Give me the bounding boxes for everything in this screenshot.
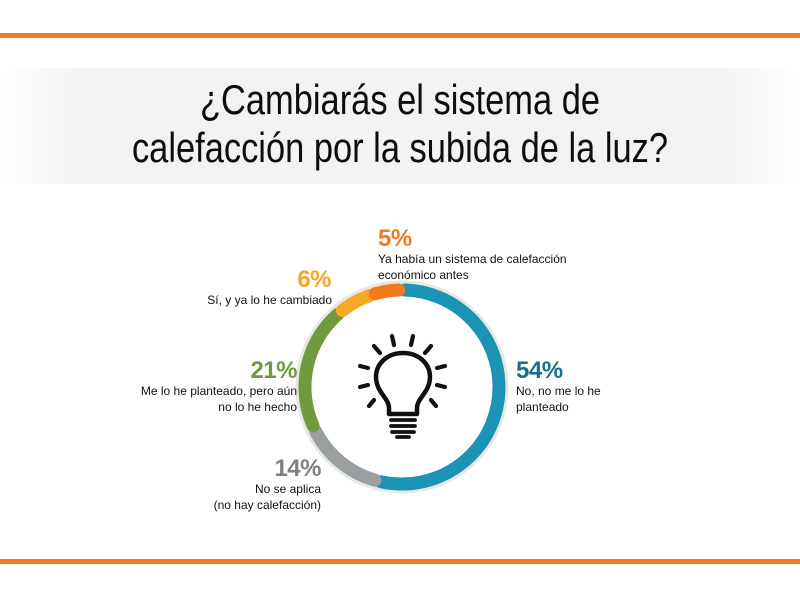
pct-cambiado: 6% [297, 266, 331, 293]
chart-title-line-1: ¿Cambiarás el sistema de [199, 76, 601, 123]
pct-ya-tenia: 5% [378, 225, 412, 252]
title-band [0, 68, 800, 184]
label-no-aplica-line-2: (no hay calefacción) [213, 498, 321, 512]
chart-title-line-2: calefacción por la subida de la luz? [131, 124, 669, 171]
callout-no-aplica: 14% No se aplica (no hay calefacción) [213, 455, 322, 513]
donut-track [295, 280, 509, 494]
bottom-orange-rule [0, 559, 800, 564]
pct-no: 54% [516, 357, 563, 384]
pct-planteado: 21% [250, 357, 297, 384]
callout-planteado: 21% Me lo he planteado, pero aún no lo h… [140, 357, 298, 415]
pct-no-aplica: 14% [274, 455, 321, 482]
label-planteado-line-1: Me lo he planteado, pero aún [140, 384, 297, 398]
label-no-line-2: planteado [516, 400, 569, 414]
top-orange-rule [0, 33, 800, 38]
label-cambiado-line-1: Sí, y ya lo he cambiado [207, 293, 332, 307]
label-planteado-line-2: no lo he hecho [218, 400, 297, 414]
label-no-line-1: No, no me lo he [516, 384, 601, 398]
callout-no: 54% No, no me lo he planteado [516, 359, 601, 415]
segment-ya-tenia [298, 283, 506, 491]
lightbulb-icon [357, 333, 448, 439]
label-ya-tenia-line-1: Ya había un sistema de calefacción [378, 252, 567, 266]
callout-cambiado: 6% Sí, y ya lo he cambiado [207, 268, 332, 308]
callout-ya-tenia: 5% Ya había un sistema de calefacción ec… [378, 227, 567, 283]
label-ya-tenia-line-2: económico antes [378, 268, 469, 282]
segment-planteado [298, 283, 506, 491]
label-no-aplica-line-1: No se aplica [254, 482, 321, 496]
